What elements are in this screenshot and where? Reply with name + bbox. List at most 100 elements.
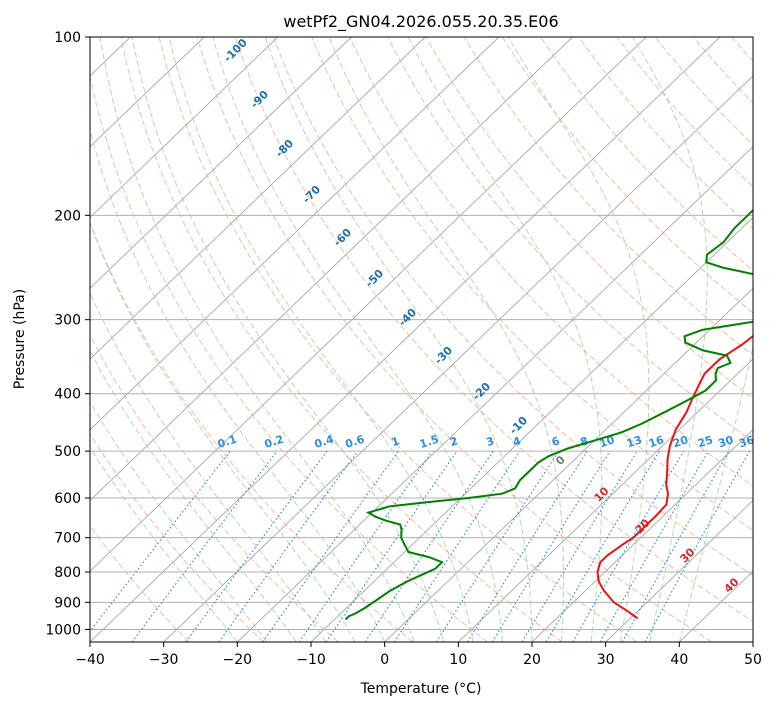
mixing-ratio-line (218, 450, 359, 642)
mixing-ratio-line (491, 450, 611, 642)
mixing-ratio-label: 0.1 (216, 433, 239, 451)
dry-adiabat (158, 37, 638, 642)
isotherm-line (90, 37, 573, 502)
mixing-ratio-line (131, 450, 278, 642)
dry-adiabat (387, 37, 753, 443)
moist-adiabat (90, 446, 238, 642)
dry-adiabat (273, 37, 753, 576)
temperature-profile-line (596, 334, 753, 620)
x-tick-label: −40 (75, 652, 105, 668)
mixing-ratio-line (521, 450, 638, 642)
isotherm-line (237, 146, 753, 642)
dry-adiabat (234, 37, 753, 622)
y-tick-label: 1000 (45, 622, 81, 638)
isotherm-line (163, 75, 753, 642)
mixing-ratio-label: 0.2 (263, 433, 286, 451)
dry-adiabat (120, 37, 563, 642)
mixing-ratio-line (298, 450, 433, 642)
x-tick-label: −20 (223, 652, 253, 668)
y-axis-ticks: 100 200 300 400 500 600 700 800 900 1000 (45, 30, 90, 638)
dry-adiabat (90, 73, 488, 642)
dry-adiabat (349, 37, 753, 487)
dry-adiabat (90, 333, 339, 642)
y-tick-label: 200 (54, 208, 81, 224)
dry-adiabat (90, 432, 264, 642)
dry-adiabat (425, 37, 753, 400)
skewt-background-lines (0, 37, 775, 642)
y-tick-label: 300 (54, 313, 81, 329)
mixing-ratio-label: 30 (717, 433, 736, 450)
mixing-ratio-label: 2 (448, 434, 459, 449)
isotherm-line (90, 37, 426, 360)
mixing-ratio-label: 25 (696, 433, 715, 450)
mixing-ratio-label: 0.4 (313, 432, 336, 450)
dry-adiabat (90, 221, 414, 642)
isotherm-line (458, 358, 753, 642)
x-tick-label: −10 (296, 652, 326, 668)
mixing-ratio-line (435, 450, 560, 642)
x-tick-label: 40 (670, 652, 688, 668)
dry-adiabat (311, 37, 753, 531)
y-tick-label: 700 (54, 531, 81, 547)
y-tick-label: 900 (54, 595, 81, 611)
y-tick-label: 100 (54, 30, 81, 46)
y-tick-label: 600 (54, 491, 81, 507)
dry-adiabat (196, 37, 712, 642)
x-tick-label: 50 (744, 652, 762, 668)
isotherm-line (90, 37, 500, 431)
moist-adiabat (407, 37, 603, 642)
mixing-ratio-label: 20 (671, 433, 690, 450)
moist-adiabat (131, 37, 445, 642)
mixing-ratio-label: 36 (737, 433, 756, 450)
x-axis-label: Temperature (°C) (360, 681, 482, 697)
mixing-ratio-line (599, 450, 709, 642)
x-tick-label: 20 (523, 652, 541, 668)
mixing-ratio-line (185, 450, 328, 642)
isotherm-line (90, 37, 205, 148)
isotherm-line (531, 429, 753, 642)
x-axis-ticks: −40 −30 −20 −10 0 10 20 30 40 50 (75, 642, 762, 668)
isotherm-line (752, 641, 753, 642)
isotherm-line (90, 37, 647, 572)
dry-adiabat (501, 37, 753, 314)
mixing-ratio-label: 13 (625, 433, 644, 450)
moist-adiabat (90, 128, 386, 642)
moist-adiabat (99, 37, 415, 642)
dewpoint-profile-line (344, 208, 753, 621)
mixing-ratio-line (621, 450, 730, 642)
dry-adiabat (770, 37, 775, 642)
moist-adiabat (168, 37, 474, 642)
plot-area-background (90, 37, 753, 642)
isotherm-line (90, 37, 279, 219)
x-tick-label: −30 (149, 652, 179, 668)
isotherm-line (384, 287, 753, 642)
y-tick-label: 800 (54, 565, 81, 581)
y-tick-label: 500 (54, 444, 81, 460)
moist-adiabat (264, 37, 533, 642)
mixing-ratio-line (325, 450, 458, 642)
moist-adiabat (328, 37, 564, 642)
mixing-ratio-label: 8 (579, 434, 590, 449)
moist-adiabat (90, 221, 356, 642)
x-tick-label: 10 (449, 652, 467, 668)
moist-adiabat (632, 37, 708, 642)
chart-title: wetPf2_GN04.2026.055.20.35.E06 (283, 12, 558, 32)
mixing-ratio-label: 3 (485, 434, 496, 449)
isotherm-line (90, 37, 352, 289)
moist-adiabat (90, 291, 327, 642)
mixing-ratio-label: 0.6 (344, 432, 367, 450)
mixing-ratio-line (644, 450, 751, 642)
mixing-ratio-line (364, 450, 494, 642)
x-tick-label: 0 (380, 652, 389, 668)
mixing-ratio-label: 4 (511, 434, 523, 449)
mixing-ratio-label: 6 (550, 434, 562, 449)
dry-adiabat (463, 37, 753, 357)
mixing-ratio-label: 16 (647, 433, 666, 450)
isotherm-line (605, 499, 753, 642)
moist-adiabat (212, 37, 503, 642)
moist-adiabat (507, 37, 650, 642)
isotherm-line (0, 37, 57, 642)
mixing-ratio-label: 1.5 (418, 433, 441, 451)
mixing-ratio-line (262, 450, 399, 642)
